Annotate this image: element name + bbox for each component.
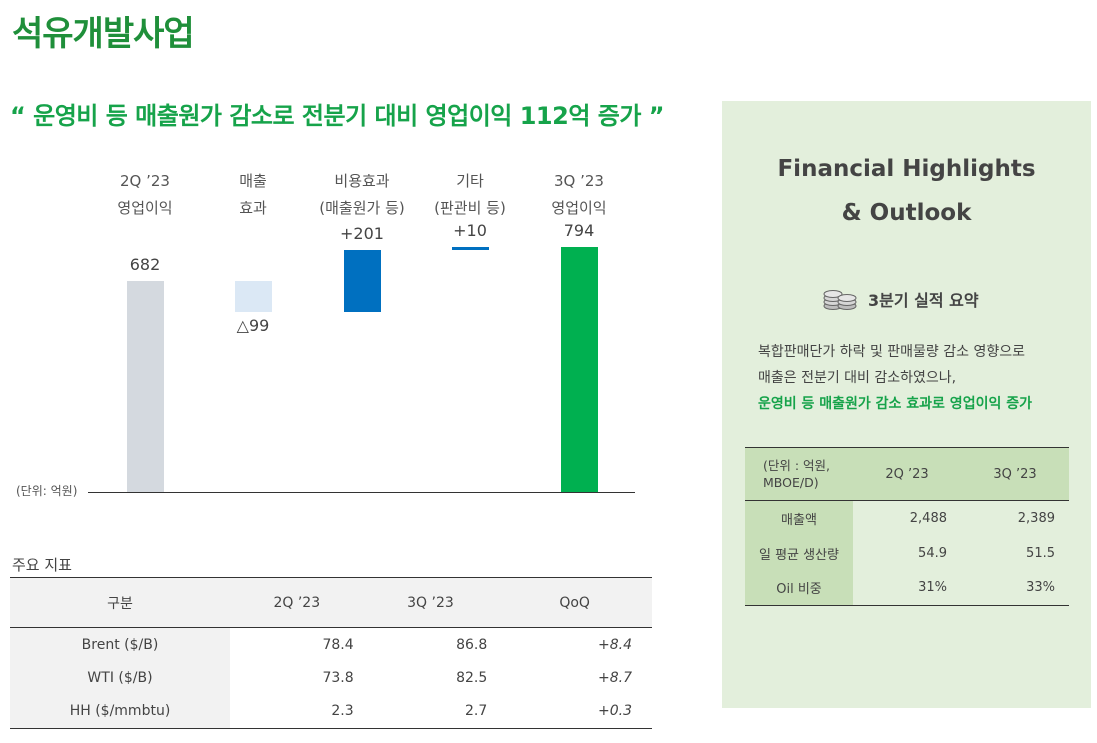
fin-header-2q: 2Q ’23 (853, 447, 961, 501)
indicators-table: 구분 2Q ’23 3Q ’23 QoQ Brent ($/B) 78.4 86… (10, 577, 652, 729)
headline: “ 운영비 등 매출원가 감소로 전분기 대비 영업이익 112억 증가 ” (10, 102, 665, 130)
summary-text: 복합판매단가 하락 및 판매물량 감소 영향으로 매출은 전분기 대비 감소하였… (758, 339, 1032, 417)
category-label: 매출 효과 (239, 172, 267, 217)
table-row: Brent ($/B) 78.4 86.8 +8.4 (10, 627, 652, 661)
indicator-qoq: +8.4 (598, 636, 632, 653)
panel-title-line1: Financial Highlights (777, 156, 1036, 182)
indicator-label: HH ($/mmbtu) (10, 694, 230, 729)
panel-title: Financial Highlights & Outlook (722, 147, 1091, 235)
indicator-label: Brent ($/B) (10, 627, 230, 661)
category-label: 3Q ’23 영업이익 (551, 172, 607, 217)
fin-row-label: 매출액 (745, 500, 853, 536)
summary-line: 매출은 전분기 대비 감소하였으나, (758, 370, 957, 386)
waterfall-chart: (단위: 억원) 2Q ’23 영업이익 682 매출 효과 △99 비용효과 (매출원가 등… (0, 160, 650, 505)
indicators-header-qoq: QoQ (497, 577, 652, 628)
fin-row-label: Oil 비중 (745, 570, 853, 606)
financial-highlights-panel: Financial Highlights & Outlook 3분기 실적 요약… (722, 101, 1091, 708)
summary-highlight: 운영비 등 매출원가 감소 효과로 영업이익 증가 (758, 396, 1032, 412)
bar-value-label: +10 (453, 220, 487, 240)
page-title: 석유개발사업 (12, 14, 195, 54)
indicator-value-3q: 82.5 (456, 669, 488, 686)
waterfall-bar (451, 246, 489, 250)
fin-row-label: 일 평균 생산량 (745, 535, 853, 571)
indicators-header-2q: 2Q ’23 (230, 577, 364, 628)
table-row: 매출액 2,488 2,389 (745, 500, 1069, 536)
indicator-label: WTI ($/B) (10, 661, 230, 695)
bar-value-label: 682 (129, 255, 161, 275)
fin-header-row: (단위 : 억원, MBOE/D) 2Q ’23 3Q ’23 (745, 447, 1069, 501)
panel-title-line2: & Outlook (841, 200, 972, 226)
indicator-value-2q: 73.8 (322, 669, 354, 686)
waterfall-bar (126, 281, 164, 492)
bar-value-label: 794 (563, 220, 595, 240)
bar-value-label: △99 (236, 315, 270, 335)
indicators-title: 주요 지표 (12, 556, 72, 574)
fin-value-2q: 54.9 (918, 545, 947, 561)
waterfall-bar (560, 246, 598, 492)
indicators-header-3q: 3Q ’23 (363, 577, 498, 628)
indicator-qoq: +8.7 (598, 669, 632, 686)
coins-icon (823, 290, 857, 310)
category-label: 비용효과 (매출원가 등) (319, 172, 405, 217)
table-row: 일 평균 생산량 54.9 51.5 (745, 535, 1069, 571)
indicator-qoq: +0.3 (497, 694, 652, 729)
fin-unit-line: (단위 : 억원, (763, 458, 831, 473)
table-row: Oil 비중 31% 33% (745, 570, 1069, 606)
indicator-value-2q: 2.3 (230, 694, 364, 729)
fin-value-2q: 31% (853, 570, 961, 606)
indicator-value-3q: 86.8 (456, 636, 488, 653)
bar-value-label: +201 (340, 223, 384, 243)
chart-baseline (88, 492, 635, 493)
indicator-value-2q: 78.4 (322, 636, 354, 653)
fin-header-3q: 3Q ’23 (961, 447, 1069, 501)
fin-value-3q: 2,389 (1017, 510, 1055, 526)
category-label: 2Q ’23 영업이익 (117, 172, 173, 217)
indicators-header-row: 구분 2Q ’23 3Q ’23 QoQ (10, 577, 652, 628)
financial-summary-table: (단위 : 억원, MBOE/D) 2Q ’23 3Q ’23 매출액 2,48… (745, 447, 1069, 606)
fin-value-3q: 33% (961, 570, 1069, 606)
indicator-value-3q: 2.7 (363, 694, 498, 729)
summary-heading: 3분기 실적 요약 (868, 291, 979, 310)
summary-line: 복합판매단가 하락 및 판매물량 감소 영향으로 (758, 344, 1025, 360)
fin-value-2q: 2,488 (909, 510, 947, 526)
chart-unit-label: (단위: 억원) (16, 484, 78, 498)
waterfall-bar (343, 249, 381, 312)
indicators-header-category: 구분 (10, 577, 230, 628)
waterfall-bar (234, 281, 272, 312)
fin-unit-label: (단위 : 억원, MBOE/D) (745, 447, 853, 501)
fin-value-3q: 51.5 (1026, 545, 1055, 561)
category-label: 기타 (판관비 등) (434, 172, 506, 217)
fin-unit-line: MBOE/D) (763, 475, 819, 490)
table-row: HH ($/mmbtu) 2.3 2.7 +0.3 (10, 694, 652, 729)
table-row: WTI ($/B) 73.8 82.5 +8.7 (10, 661, 652, 695)
